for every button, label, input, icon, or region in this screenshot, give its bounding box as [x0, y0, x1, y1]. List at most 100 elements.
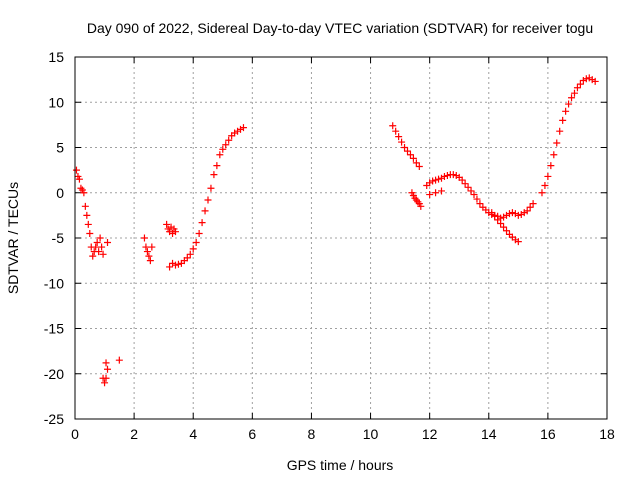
data-point: [189, 245, 197, 253]
data-point: [538, 189, 546, 197]
data-point: [443, 172, 451, 180]
x-tick-label: 8: [308, 426, 316, 442]
data-point: [392, 127, 400, 135]
data-point: [432, 176, 440, 184]
data-point: [171, 228, 179, 236]
x-tick-labels: 0 2 4 6 8 10 12 14 16 18: [71, 426, 615, 442]
data-point: [174, 260, 182, 268]
data-point: [389, 122, 397, 130]
data-point: [570, 89, 578, 97]
data-point: [500, 223, 508, 231]
data-point: [83, 211, 91, 219]
data-point: [142, 243, 150, 251]
data-point: [409, 154, 417, 162]
y-tick-label: -25: [44, 411, 64, 427]
data-point: [104, 365, 112, 373]
data-point: [547, 162, 555, 170]
data-point: [72, 166, 80, 174]
data-point: [166, 263, 174, 271]
data-point: [99, 250, 107, 258]
data-point: [573, 84, 581, 92]
data-point: [171, 261, 179, 269]
x-tick-label: 10: [363, 426, 379, 442]
data-point: [96, 234, 104, 242]
y-axis-label: SDTVAR / TECUs: [5, 182, 21, 294]
data-point: [207, 184, 215, 192]
y-tick-label: 15: [48, 49, 64, 65]
data-point: [143, 248, 151, 256]
data-point: [86, 229, 94, 237]
data-point: [541, 182, 549, 190]
data-point: [398, 138, 406, 146]
data-point: [556, 127, 564, 135]
data-point: [415, 163, 423, 171]
data-point: [81, 202, 89, 210]
data-point: [473, 195, 481, 203]
data-point: [508, 209, 516, 217]
data-point: [216, 151, 224, 159]
data-point: [514, 238, 522, 246]
data-point: [503, 227, 511, 235]
data-point: [576, 80, 584, 88]
data-point: [494, 216, 502, 224]
data-point: [505, 210, 513, 218]
data-point: [544, 172, 552, 180]
data-point: [146, 257, 154, 265]
data-point: [75, 175, 83, 183]
data-point: [201, 207, 209, 215]
data-point: [192, 239, 200, 247]
data-point: [488, 209, 496, 217]
data-point: [582, 75, 590, 83]
y-tick-label: -5: [52, 230, 65, 246]
data-point: [195, 229, 203, 237]
data-point: [491, 212, 499, 220]
x-tick-label: 2: [130, 426, 138, 442]
y-tick-label: 5: [56, 140, 64, 156]
data-point: [183, 254, 191, 262]
data-point: [222, 141, 230, 149]
data-point: [529, 200, 537, 208]
data-point: [429, 177, 437, 185]
data-point: [565, 100, 573, 108]
data-point: [514, 211, 522, 219]
plot-frame: [74, 56, 608, 420]
data-point: [432, 189, 440, 197]
grid-lines: [75, 57, 607, 419]
data-point: [198, 219, 206, 227]
data-point: [523, 207, 531, 215]
data-point: [417, 202, 425, 210]
data-point: [412, 159, 420, 167]
data-point: [89, 252, 97, 260]
data-point: [204, 196, 212, 204]
data-point: [404, 147, 411, 155]
y-tick-label: -15: [44, 321, 64, 337]
data-point: [440, 172, 448, 180]
data-point: [102, 359, 110, 367]
data-point: [426, 191, 434, 199]
data-point: [437, 187, 445, 195]
data-point: [84, 220, 92, 228]
x-tick-label: 6: [248, 426, 256, 442]
y-tick-label: -10: [44, 275, 64, 291]
data-point: [467, 187, 475, 195]
x-tick-label: 16: [540, 426, 556, 442]
y-tick-label: -20: [44, 366, 64, 382]
x-tick-label: 12: [422, 426, 438, 442]
data-point: [148, 243, 156, 251]
data-point: [225, 136, 233, 144]
chart-title: Day 090 of 2022, Sidereal Day-to-day VTE…: [87, 20, 593, 36]
data-point: [98, 243, 106, 251]
data-point: [186, 250, 194, 258]
data-point: [591, 77, 599, 85]
data-point: [559, 116, 567, 124]
data-points: [72, 74, 599, 387]
x-tick-label: 18: [599, 426, 615, 442]
data-point: [464, 183, 472, 191]
data-point: [476, 200, 484, 208]
data-point: [145, 252, 153, 260]
data-point: [458, 176, 466, 184]
data-point: [435, 175, 443, 183]
data-point: [461, 180, 469, 188]
data-point: [93, 239, 101, 247]
y-tick-label: 10: [48, 94, 64, 110]
